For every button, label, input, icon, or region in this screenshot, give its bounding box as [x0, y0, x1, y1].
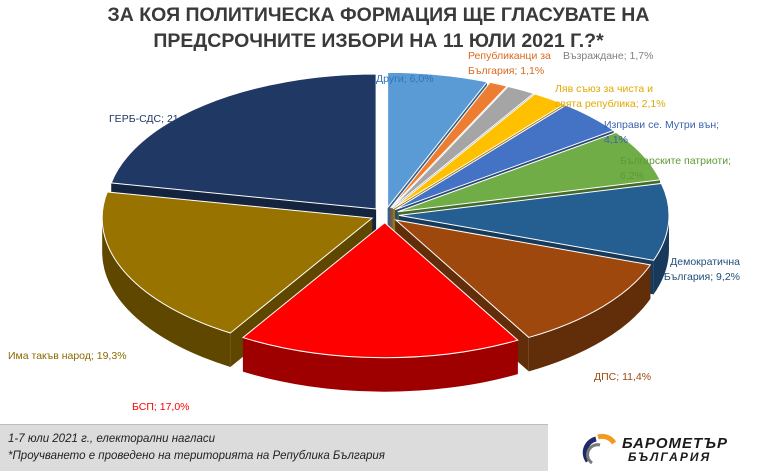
slice-top	[387, 71, 488, 209]
chart-title-line-1: ЗА КОЯ ПОЛИТИЧЕСКА ФОРМАЦИЯ ЩЕ ГЛАСУВАТЕ…	[107, 4, 650, 26]
data-label-дпс: ДПС; 11,4%	[594, 371, 651, 383]
logo-text-bulgaria: БЪЛГАРИЯ	[628, 450, 712, 464]
barometer-logo: БАРОМЕТЪР БЪЛГАРИЯ	[582, 433, 752, 467]
footer-note: 1-7 юли 2021 г., електорални нагласи *Пр…	[0, 424, 548, 471]
data-label-възраждане: Възраждане; 1,7%	[563, 50, 653, 62]
data-label-демократична-българия: Демократична България; 9,2%	[664, 256, 740, 283]
data-label-има-такъв-народ: Има такъв народ; 19,3%	[8, 350, 127, 362]
slice-top	[392, 93, 566, 210]
data-label-българските-патриоти: Българските патриоти; 6,2%	[620, 155, 731, 182]
slice-side	[653, 215, 669, 295]
barometer-logo-icon	[582, 433, 617, 465]
data-label-други: Други; 6,0%	[376, 73, 434, 85]
data-label-републиканци-за-българия: Републиканци за България; 1,1%	[468, 50, 551, 77]
slice-side	[528, 264, 651, 372]
slice-top	[397, 131, 661, 213]
chart-title: ЗА КОЯ ПОЛИТИЧЕСКА ФОРМАЦИЯ ЩЕ ГЛАСУВАТЕ…	[0, 2, 757, 54]
pie-slice-бсп	[241, 222, 519, 392]
footer-disclaimer: *Проучването е проведено на територията …	[8, 450, 385, 462]
data-label-бсп: БСП; 17,0%	[132, 401, 190, 413]
slice-top	[110, 73, 377, 210]
pie-chart: Други; 6,0% Републиканци за България; 1,1%…	[8, 50, 740, 413]
chart-title-line-2: ПРЕДСРОЧНИТЕ ИЗБОРИ НА 11 ЮЛИ 2021 Г.?*	[153, 30, 604, 52]
footer-date: 1-7 юли 2021 г., електорални нагласи	[8, 433, 215, 445]
slice-top	[241, 222, 519, 359]
slice-top	[101, 191, 374, 334]
slice-top	[394, 219, 652, 338]
slice-top	[390, 81, 509, 209]
slice-side	[102, 218, 231, 367]
slice-top	[394, 104, 615, 211]
slice-side	[242, 337, 518, 392]
logo-text-barometer: БАРОМЕТЪР	[622, 435, 729, 452]
slice-top	[391, 85, 535, 209]
slice-top	[398, 182, 670, 261]
data-label-изправи-се-мутри-вън: Изправи се. Мутри вън; 4,1%	[604, 119, 719, 146]
data-label-ляв-съюз-за-чиста-и-свята-република: Ляв съюз за чиста и свята република; 2,1%	[555, 83, 666, 110]
data-label-герб-сдс: ГЕРБ-СДС; 21,9%	[109, 113, 197, 125]
